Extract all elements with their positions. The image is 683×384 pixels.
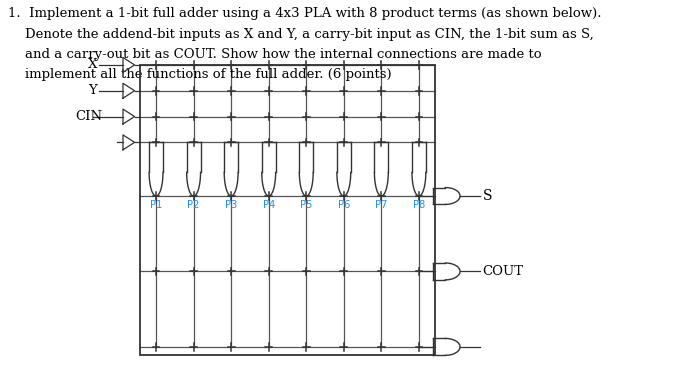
Text: CIN: CIN [76, 110, 102, 123]
Text: P1: P1 [150, 200, 163, 210]
Text: P4: P4 [262, 200, 275, 210]
Text: P7: P7 [375, 200, 387, 210]
Text: Y: Y [88, 84, 97, 97]
Text: S: S [482, 189, 492, 203]
Text: X: X [88, 58, 98, 71]
Text: P6: P6 [337, 200, 350, 210]
Text: P3: P3 [225, 200, 237, 210]
Text: and a carry-out bit as COUT. Show how the internal connections are made to: and a carry-out bit as COUT. Show how th… [8, 48, 541, 61]
Text: P5: P5 [300, 200, 312, 210]
Text: Denote the addend-bit inputs as X and Y, a carry-bit input as CIN, the 1-bit sum: Denote the addend-bit inputs as X and Y,… [8, 28, 594, 41]
Text: implement all the functions of the full adder. (6 points): implement all the functions of the full … [8, 68, 391, 81]
Text: P2: P2 [187, 200, 200, 210]
Text: P8: P8 [413, 200, 425, 210]
Bar [140, 65, 435, 355]
Text: 1.  Implement a 1-bit full adder using a 4x3 PLA with 8 product terms (as shown : 1. Implement a 1-bit full adder using a … [8, 7, 601, 20]
Text: COUT: COUT [482, 265, 523, 278]
